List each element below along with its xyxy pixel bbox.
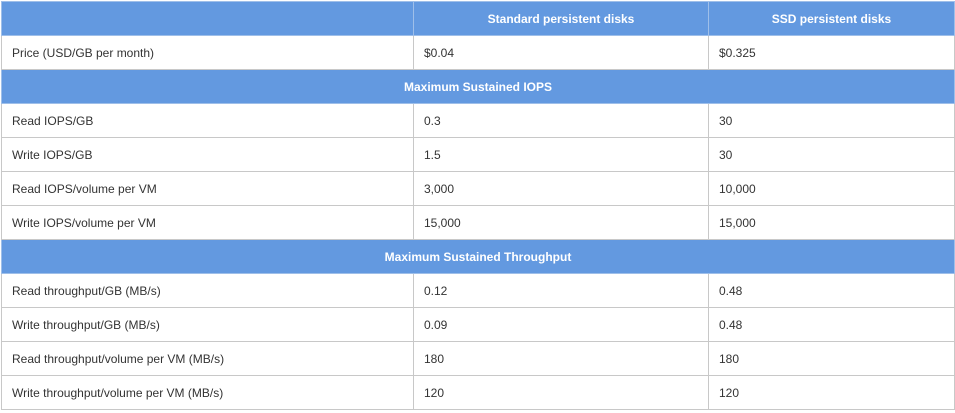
table-row: Write IOPS/GB 1.5 30: [1, 137, 955, 172]
row-label: Write throughput/volume per VM (MB/s): [1, 375, 414, 410]
standard-value: 15,000: [413, 205, 709, 240]
row-label: Read throughput/volume per VM (MB/s): [1, 341, 414, 376]
row-label: Read IOPS/volume per VM: [1, 171, 414, 206]
standard-value: 180: [413, 341, 709, 376]
standard-value: $0.04: [413, 35, 709, 70]
section-heading: Maximum Sustained Throughput: [1, 239, 955, 274]
ssd-value: $0.325: [708, 35, 955, 70]
section-row-iops: Maximum Sustained IOPS: [1, 69, 955, 104]
table-row: Read throughput/GB (MB/s) 0.12 0.48: [1, 273, 955, 308]
header-cell-empty: [1, 1, 414, 36]
table-row: Write IOPS/volume per VM 15,000 15,000: [1, 205, 955, 240]
table-row: Read IOPS/volume per VM 3,000 10,000: [1, 171, 955, 206]
standard-value: 1.5: [413, 137, 709, 172]
table-body: Price (USD/GB per month) $0.04 $0.325 Ma…: [1, 35, 955, 410]
ssd-value: 30: [708, 103, 955, 138]
table-header: Standard persistent disks SSD persistent…: [1, 1, 955, 36]
row-label: Write IOPS/GB: [1, 137, 414, 172]
standard-value: 0.09: [413, 307, 709, 342]
standard-value: 0.3: [413, 103, 709, 138]
standard-value: 0.12: [413, 273, 709, 308]
ssd-value: 30: [708, 137, 955, 172]
standard-value: 120: [413, 375, 709, 410]
standard-value: 3,000: [413, 171, 709, 206]
header-row: Standard persistent disks SSD persistent…: [1, 1, 955, 36]
table-row: Price (USD/GB per month) $0.04 $0.325: [1, 35, 955, 70]
section-heading: Maximum Sustained IOPS: [1, 69, 955, 104]
header-cell-ssd: SSD persistent disks: [708, 1, 955, 36]
ssd-value: 10,000: [708, 171, 955, 206]
table-row: Write throughput/volume per VM (MB/s) 12…: [1, 375, 955, 410]
table-row: Read throughput/volume per VM (MB/s) 180…: [1, 341, 955, 376]
ssd-value: 0.48: [708, 273, 955, 308]
table-row: Read IOPS/GB 0.3 30: [1, 103, 955, 138]
row-label: Write IOPS/volume per VM: [1, 205, 414, 240]
ssd-value: 0.48: [708, 307, 955, 342]
header-cell-standard: Standard persistent disks: [413, 1, 709, 36]
row-label: Read IOPS/GB: [1, 103, 414, 138]
ssd-value: 120: [708, 375, 955, 410]
ssd-value: 15,000: [708, 205, 955, 240]
section-row-throughput: Maximum Sustained Throughput: [1, 239, 955, 274]
row-label: Read throughput/GB (MB/s): [1, 273, 414, 308]
table-row: Write throughput/GB (MB/s) 0.09 0.48: [1, 307, 955, 342]
ssd-value: 180: [708, 341, 955, 376]
row-label: Write throughput/GB (MB/s): [1, 307, 414, 342]
row-label: Price (USD/GB per month): [1, 35, 414, 70]
